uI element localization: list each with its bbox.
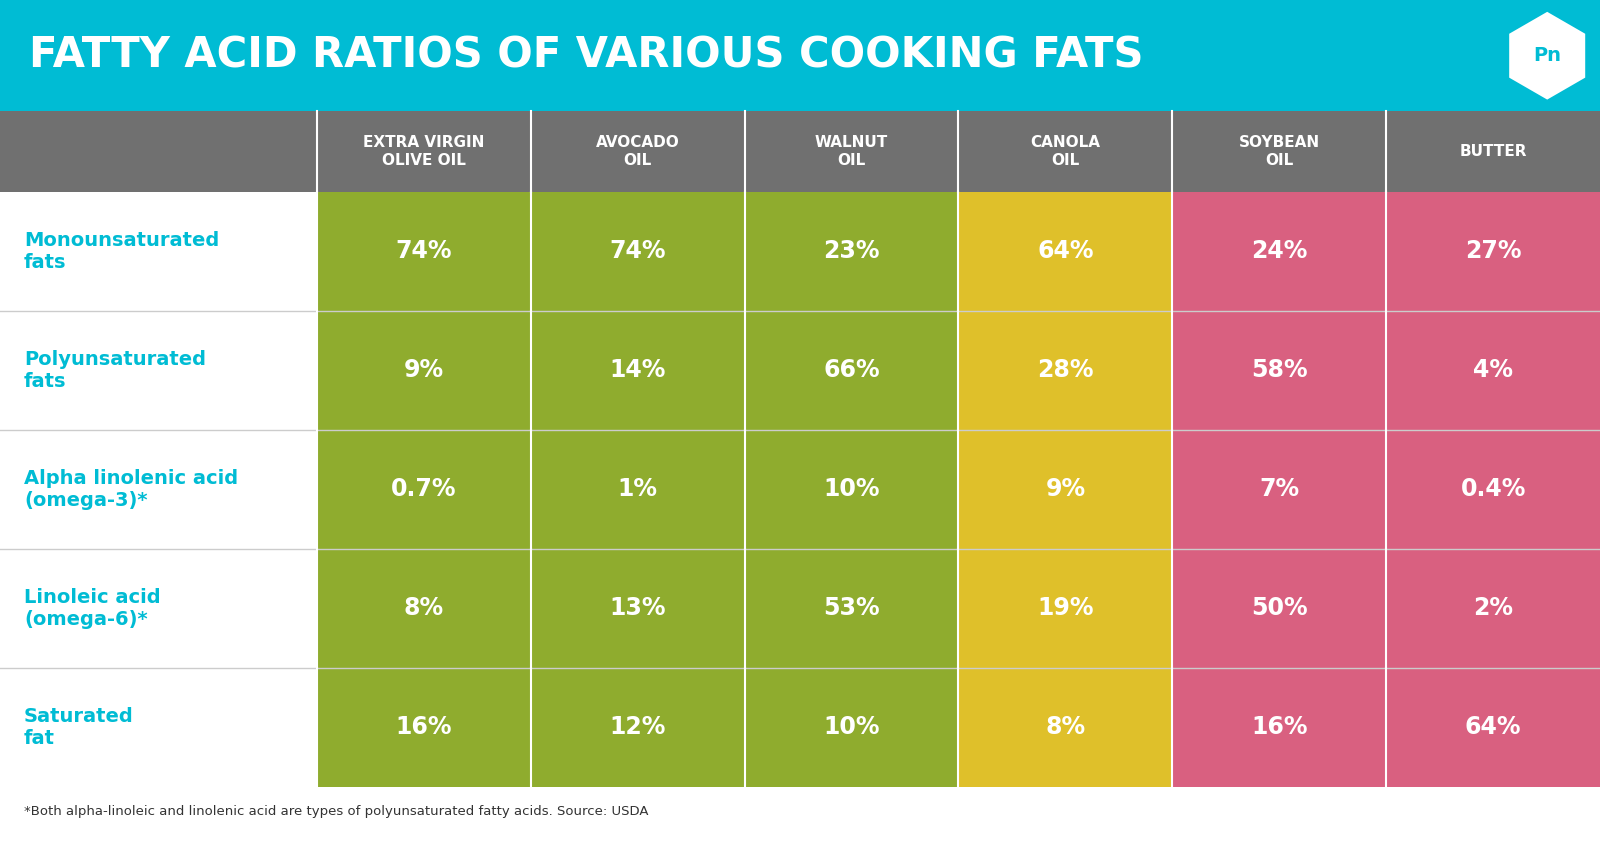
Bar xyxy=(0,311,317,430)
Text: 8%: 8% xyxy=(1045,715,1085,739)
Bar xyxy=(317,430,531,549)
Text: AVOCADO
OIL: AVOCADO OIL xyxy=(595,135,680,168)
Text: SOYBEAN
OIL: SOYBEAN OIL xyxy=(1238,135,1320,168)
Bar xyxy=(0,549,317,668)
Text: 74%: 74% xyxy=(395,239,451,263)
Text: 8%: 8% xyxy=(403,596,443,620)
Text: 24%: 24% xyxy=(1251,239,1307,263)
Text: 13%: 13% xyxy=(610,596,666,620)
Text: 64%: 64% xyxy=(1037,239,1093,263)
Text: 1%: 1% xyxy=(618,477,658,501)
Text: Polyunsaturated
fats: Polyunsaturated fats xyxy=(24,349,206,391)
Bar xyxy=(0,111,1600,192)
Bar xyxy=(744,668,958,787)
Bar xyxy=(1173,311,1386,430)
Text: 0.7%: 0.7% xyxy=(390,477,456,501)
Text: BUTTER: BUTTER xyxy=(1459,144,1526,159)
Bar xyxy=(0,0,1600,111)
Polygon shape xyxy=(1509,12,1586,100)
Bar xyxy=(1386,192,1600,311)
Bar xyxy=(0,192,317,311)
Bar xyxy=(0,668,317,787)
Bar xyxy=(317,311,531,430)
Bar xyxy=(1173,549,1386,668)
Bar xyxy=(1386,430,1600,549)
Text: Alpha linolenic acid
(omega-3)*: Alpha linolenic acid (omega-3)* xyxy=(24,468,238,510)
Text: 7%: 7% xyxy=(1259,477,1299,501)
Bar xyxy=(958,192,1173,311)
Bar xyxy=(531,192,744,311)
Text: 16%: 16% xyxy=(395,715,451,739)
Text: 16%: 16% xyxy=(1251,715,1307,739)
Text: CANOLA
OIL: CANOLA OIL xyxy=(1030,135,1101,168)
Bar xyxy=(1386,549,1600,668)
Bar xyxy=(531,549,744,668)
Bar xyxy=(317,192,531,311)
Bar xyxy=(744,549,958,668)
Text: FATTY ACID RATIOS OF VARIOUS COOKING FATS: FATTY ACID RATIOS OF VARIOUS COOKING FAT… xyxy=(29,35,1144,77)
Text: 0.4%: 0.4% xyxy=(1461,477,1526,501)
Text: 10%: 10% xyxy=(824,477,880,501)
Bar xyxy=(744,311,958,430)
Text: 74%: 74% xyxy=(610,239,666,263)
Bar xyxy=(958,311,1173,430)
Bar xyxy=(531,668,744,787)
Text: *Both alpha-linoleic and linolenic acid are types of polyunsaturated fatty acids: *Both alpha-linoleic and linolenic acid … xyxy=(24,805,648,819)
Bar xyxy=(1173,430,1386,549)
Text: EXTRA VIRGIN
OLIVE OIL: EXTRA VIRGIN OLIVE OIL xyxy=(363,135,485,168)
Text: 64%: 64% xyxy=(1466,715,1522,739)
Bar xyxy=(531,430,744,549)
Bar xyxy=(744,430,958,549)
Bar xyxy=(1173,192,1386,311)
Text: 27%: 27% xyxy=(1466,239,1522,263)
Bar xyxy=(317,668,531,787)
Text: Saturated
fat: Saturated fat xyxy=(24,706,134,748)
Text: Pn: Pn xyxy=(1533,46,1562,65)
Text: 12%: 12% xyxy=(610,715,666,739)
Text: 66%: 66% xyxy=(822,358,880,382)
Bar xyxy=(0,430,317,549)
Text: 9%: 9% xyxy=(403,358,443,382)
Bar xyxy=(317,549,531,668)
Bar xyxy=(0,787,1600,793)
Bar xyxy=(958,668,1173,787)
Bar xyxy=(744,192,958,311)
Text: 53%: 53% xyxy=(822,596,880,620)
Bar xyxy=(1173,668,1386,787)
Text: 58%: 58% xyxy=(1251,358,1307,382)
Text: 28%: 28% xyxy=(1037,358,1093,382)
Bar xyxy=(531,311,744,430)
Text: 50%: 50% xyxy=(1251,596,1307,620)
Text: 10%: 10% xyxy=(824,715,880,739)
Text: 9%: 9% xyxy=(1045,477,1085,501)
Text: Monounsaturated
fats: Monounsaturated fats xyxy=(24,230,219,272)
Text: Linoleic acid
(omega-6)*: Linoleic acid (omega-6)* xyxy=(24,587,160,629)
Text: 19%: 19% xyxy=(1037,596,1093,620)
Bar xyxy=(958,430,1173,549)
Text: 23%: 23% xyxy=(824,239,880,263)
Text: 14%: 14% xyxy=(610,358,666,382)
Bar xyxy=(1386,311,1600,430)
Text: WALNUT
OIL: WALNUT OIL xyxy=(814,135,888,168)
Bar xyxy=(0,787,1600,844)
Bar xyxy=(958,549,1173,668)
Text: 4%: 4% xyxy=(1474,358,1514,382)
Text: 2%: 2% xyxy=(1474,596,1514,620)
Bar xyxy=(1386,668,1600,787)
